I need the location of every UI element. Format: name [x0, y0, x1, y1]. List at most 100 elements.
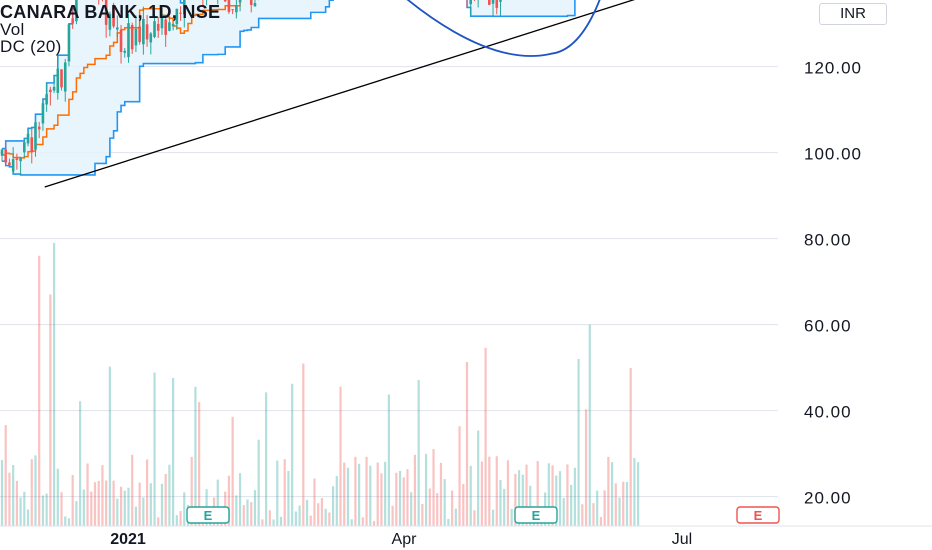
volume-bar [358, 463, 361, 526]
volume-bar [380, 473, 383, 526]
volume-bar [8, 472, 11, 526]
symbol-title[interactable]: CANARA BANK, 1D, NSE [0, 2, 221, 22]
volume-legend[interactable]: Vol [0, 20, 25, 39]
volume-bar [0, 460, 4, 526]
volume-bar [242, 505, 245, 526]
price-axis-bg [780, 0, 932, 550]
volume-bar [268, 510, 271, 526]
volume-bar [547, 463, 550, 526]
candle-body [156, 23, 160, 31]
volume-bar [391, 505, 394, 526]
volume-bar [610, 462, 614, 526]
volume-bar [417, 380, 420, 526]
volume-bar [439, 462, 443, 526]
candle-body [160, 14, 164, 29]
time-tick-label: Jul [672, 531, 692, 548]
candle-body [37, 126, 41, 130]
currency-badge[interactable]: INR [819, 3, 887, 25]
volume-bar [45, 493, 48, 526]
volume-bar [402, 477, 405, 526]
earnings-marker-label: E [754, 508, 763, 523]
volume-bar [465, 361, 469, 526]
volume-bar [287, 471, 290, 526]
volume-bar [194, 386, 197, 526]
volume-bar [142, 497, 145, 526]
volume-bar [97, 480, 100, 526]
volume-bar [499, 479, 502, 526]
volume-bar [588, 324, 591, 526]
price-tick-label: 80.00 [804, 231, 852, 250]
volume-bar [276, 460, 279, 526]
volume-bar [581, 504, 584, 526]
time-tick-label: 2021 [110, 531, 146, 548]
volume-bar [495, 456, 498, 526]
volume-bar [451, 490, 454, 526]
volume-bar [298, 505, 301, 526]
volume-bar [510, 508, 513, 526]
candle-body [112, 7, 115, 27]
earnings-marker-box [186, 506, 230, 524]
volume-bar [603, 490, 606, 526]
volume-bar [279, 516, 283, 526]
earnings-marker: E [736, 506, 780, 524]
candle-body [45, 94, 48, 105]
volume-bar [250, 502, 253, 526]
volume-bar [52, 242, 56, 526]
volume-bar [317, 503, 320, 526]
candle-body [23, 142, 26, 153]
volume-bar [231, 416, 234, 526]
volume-bar [302, 363, 305, 526]
candle-body [231, 9, 234, 11]
donchian-basis [2, 0, 241, 159]
volume-bar [488, 456, 491, 526]
candle-body [71, 18, 74, 24]
candle-body [469, 0, 473, 5]
volume-bar [406, 469, 409, 526]
candle-body [19, 157, 22, 162]
price-tick-label: 100.00 [804, 145, 862, 164]
earnings-marker-box [736, 506, 780, 524]
volume-bar [551, 465, 554, 526]
earnings-marker-label: E [204, 508, 213, 523]
volume-bar [599, 516, 603, 526]
volume-bar [179, 511, 182, 526]
candle-body [138, 26, 141, 43]
volume-bar [369, 465, 372, 526]
candle-body [488, 0, 491, 5]
volume-bar [570, 484, 573, 526]
volume-bar [536, 461, 539, 526]
volume-bar [573, 467, 576, 526]
volume-bar [190, 456, 193, 526]
volume-bar [116, 498, 119, 526]
donchian-legend[interactable]: DC (20) [0, 37, 62, 56]
volume-bar [454, 508, 457, 526]
candle-body [34, 122, 37, 150]
candle-body [0, 149, 4, 156]
volume-bar [64, 516, 67, 526]
candle-body [227, 0, 231, 12]
volume-bar [447, 518, 450, 526]
volume-bar [384, 461, 387, 526]
volume-bar [521, 474, 524, 526]
volume-bar [15, 480, 18, 526]
volume-bar [365, 456, 368, 526]
volume-bar [71, 475, 74, 526]
volume-bar [577, 359, 580, 526]
candle-body [253, 3, 257, 7]
volume-bar [23, 491, 26, 526]
volume-bar [157, 517, 160, 526]
volume-bar [491, 509, 495, 526]
volume-bar [462, 483, 465, 526]
volume-bar [49, 294, 52, 526]
price-tick-label: 60.00 [804, 317, 852, 336]
donchian-lower [2, 0, 576, 176]
volume-bar [629, 367, 632, 526]
candle-body [67, 24, 71, 62]
volume-bar [160, 483, 164, 526]
trend-line [44, 0, 636, 188]
volume-bar [637, 462, 640, 526]
trend-lines [44, 0, 636, 188]
candle-body [145, 24, 149, 40]
candle-body [142, 18, 145, 45]
